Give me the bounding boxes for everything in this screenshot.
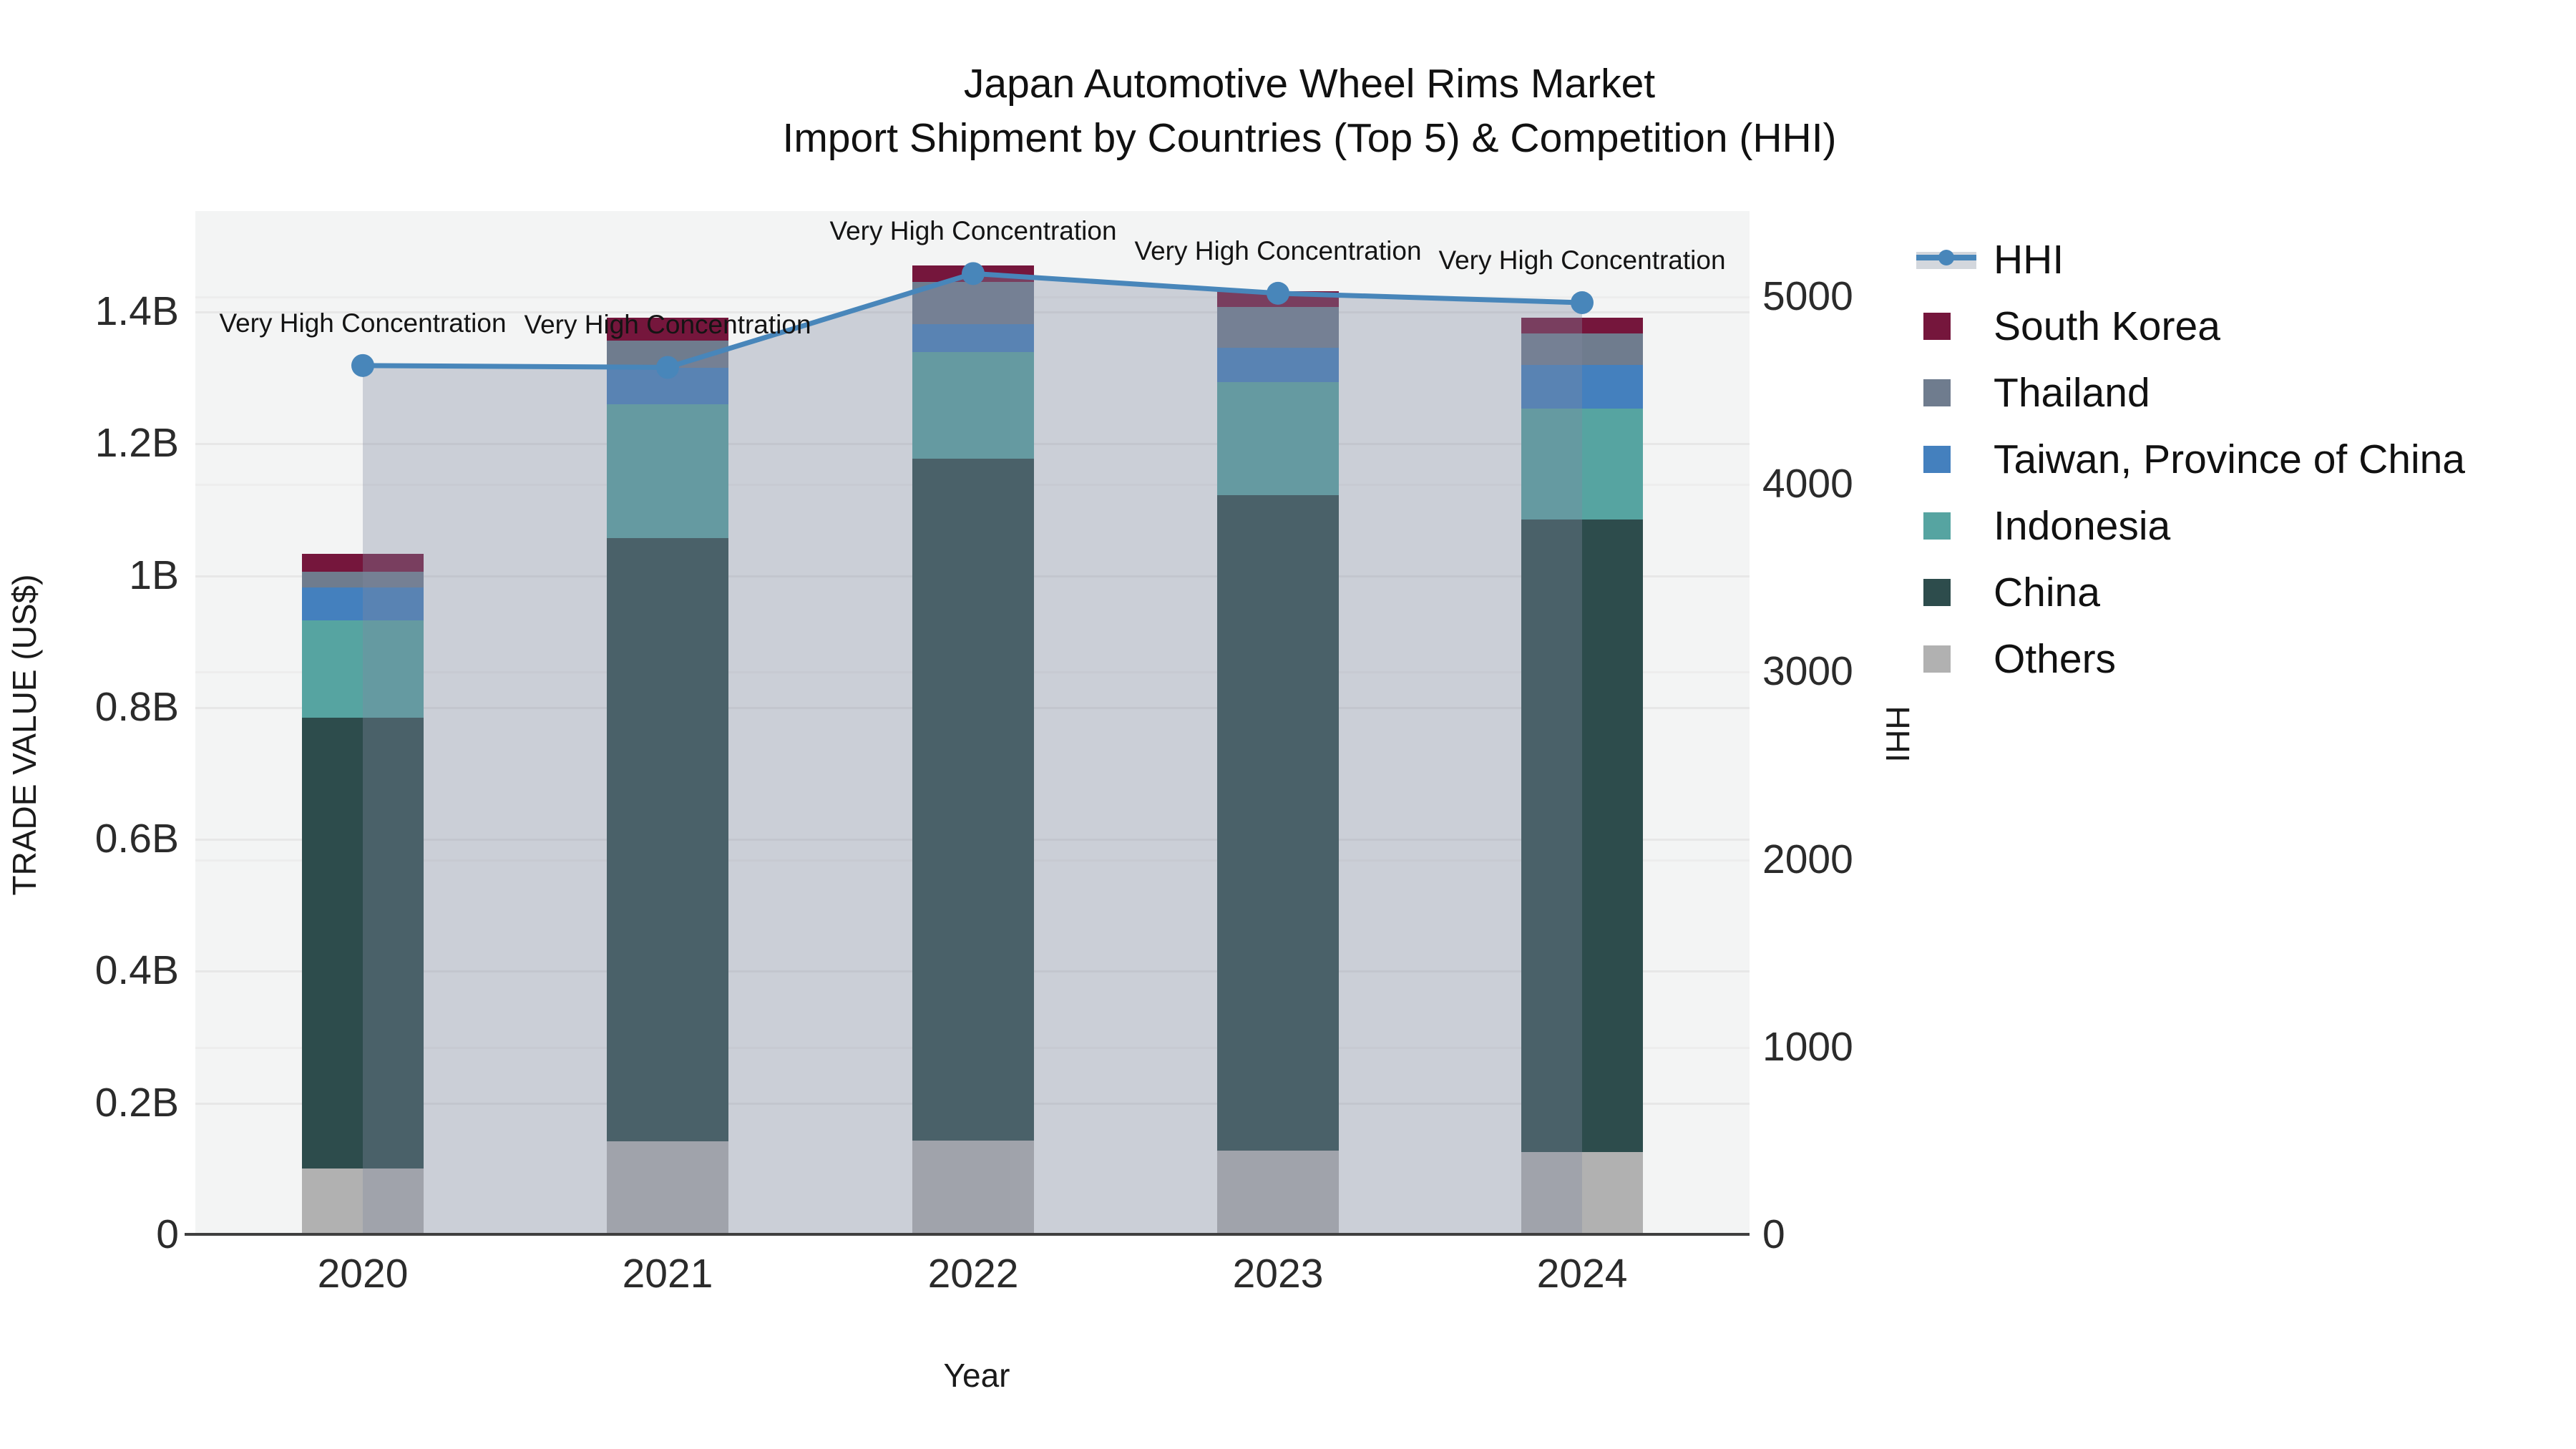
legend-label: Taiwan, Province of China (1994, 436, 2466, 482)
y-tick-0: 0 (156, 1211, 179, 1257)
hhi-marker-2024[interactable] (1571, 291, 1594, 314)
legend-item-thailand[interactable]: Thailand (1916, 359, 2465, 426)
hhi-line-layer (351, 262, 1594, 1234)
bar-china-2020[interactable] (302, 717, 424, 1169)
bar-china-2021[interactable] (607, 537, 728, 1142)
y-tick-0.4B: 0.4B (94, 947, 179, 994)
x-tick-2021: 2021 (622, 1251, 713, 1297)
legend-label: South Korea (1994, 303, 2220, 349)
y2-axis-title: HHI (1879, 706, 1916, 763)
bar-others-2024[interactable] (1521, 1151, 1643, 1234)
y2-tick-4000: 4000 (1762, 461, 1853, 507)
bar-indonesia-2023[interactable] (1217, 381, 1339, 496)
legend-swatch-icon (1916, 444, 1976, 475)
legend-item-china[interactable]: China (1916, 559, 2465, 625)
bar-indonesia-2020[interactable] (302, 620, 424, 718)
bar-china-2022[interactable] (912, 459, 1034, 1141)
bar-taiwan-province-of-china-2022[interactable] (912, 323, 1034, 353)
legend-swatch-icon (1916, 577, 1976, 608)
annotation-2021: Very High Concentration (524, 310, 811, 340)
x-tick-2022: 2022 (927, 1251, 1019, 1297)
y-tick-1.2B: 1.2B (94, 420, 179, 467)
y2-tick-3000: 3000 (1762, 648, 1853, 695)
x-tick-2020: 2020 (317, 1251, 409, 1297)
y-tick-0.6B: 0.6B (94, 816, 179, 862)
bar-others-2020[interactable] (302, 1168, 424, 1234)
legend-label: HHI (1994, 236, 2064, 283)
bar-taiwan-province-of-china-2020[interactable] (302, 587, 424, 621)
legend-item-hhi[interactable]: HHI (1916, 226, 2465, 293)
legend-swatch-icon (1916, 643, 1976, 675)
bar-south-korea-2024[interactable] (1521, 318, 1643, 334)
bar-china-2023[interactable] (1217, 495, 1339, 1151)
x-tick-2024: 2024 (1536, 1251, 1628, 1297)
legend-color-square (1923, 445, 1951, 473)
bar-others-2021[interactable] (607, 1141, 728, 1234)
bar-south-korea-2020[interactable] (302, 554, 424, 572)
y-tick-0.2B: 0.2B (94, 1079, 179, 1126)
bar-others-2022[interactable] (912, 1141, 1034, 1234)
x-axis-title: Year (943, 1357, 1010, 1394)
legend-swatch-icon (1916, 311, 1976, 342)
x-tick-2023: 2023 (1232, 1251, 1324, 1297)
y2-tick-2000: 2000 (1762, 836, 1853, 882)
legend-color-square (1923, 645, 1951, 673)
legend-item-taiwan-province-of-china[interactable]: Taiwan, Province of China (1916, 426, 2465, 492)
bar-indonesia-2021[interactable] (607, 404, 728, 538)
legend-hhi-line-icon (1916, 244, 1976, 275)
y-tick-1.4B: 1.4B (94, 288, 179, 334)
hhi-marker-2021[interactable] (656, 356, 679, 379)
legend-label: China (1994, 569, 2100, 615)
legend: HHI South Korea Thailand Taiwan, Province o… (1916, 226, 2465, 692)
y-tick-1B: 1B (129, 552, 179, 598)
annotation-2020: Very High Concentration (219, 308, 507, 338)
legend-label: Thailand (1994, 369, 2150, 416)
legend-color-square (1923, 312, 1951, 340)
bar-indonesia-2022[interactable] (912, 352, 1034, 459)
legend-swatch-icon (1916, 377, 1976, 409)
annotation-2024: Very High Concentration (1438, 245, 1726, 275)
hhi-marker-2020[interactable] (351, 353, 374, 377)
hhi-marker-2022[interactable] (962, 262, 985, 286)
y-tick-0.8B: 0.8B (94, 683, 179, 730)
bar-others-2023[interactable] (1217, 1150, 1339, 1234)
bar-thailand-2022[interactable] (912, 282, 1034, 324)
legend-swatch-icon (1916, 510, 1976, 542)
bar-taiwan-province-of-china-2023[interactable] (1217, 347, 1339, 382)
annotation-2023: Very High Concentration (1134, 235, 1422, 265)
hhi-area-fill (363, 273, 1582, 1234)
bar-indonesia-2024[interactable] (1521, 409, 1643, 520)
legend-color-square (1923, 512, 1951, 540)
legend-item-indonesia[interactable]: Indonesia (1916, 492, 2465, 559)
bar-thailand-2020[interactable] (302, 571, 424, 588)
bar-thailand-2023[interactable] (1217, 307, 1339, 348)
legend-label: Indonesia (1994, 502, 2171, 549)
x-axis-line (185, 1233, 1750, 1236)
hhi-marker-2023[interactable] (1267, 281, 1289, 305)
y2-tick-5000: 5000 (1762, 273, 1853, 319)
bar-china-2024[interactable] (1521, 519, 1643, 1152)
chart-title-line1: Japan Automotive Wheel Rims Market (963, 61, 1656, 107)
legend-item-others[interactable]: Others (1916, 625, 2465, 692)
plot-area (195, 211, 1750, 1234)
legend-label: Others (1994, 635, 2117, 682)
bar-south-korea-2021[interactable] (607, 318, 728, 341)
y2-tick-1000: 1000 (1762, 1023, 1853, 1070)
chart-title-line2: Import Shipment by Countries (Top 5) & C… (782, 115, 1837, 161)
bar-thailand-2024[interactable] (1521, 333, 1643, 365)
y2-tick-0: 0 (1762, 1211, 1785, 1257)
legend-item-south-korea[interactable]: South Korea (1916, 293, 2465, 359)
bar-taiwan-province-of-china-2024[interactable] (1521, 364, 1643, 409)
legend-color-square (1923, 578, 1951, 606)
legend-color-square (1923, 379, 1951, 406)
legend-hhi-marker (1938, 249, 1954, 265)
annotation-2022: Very High Concentration (829, 216, 1117, 246)
